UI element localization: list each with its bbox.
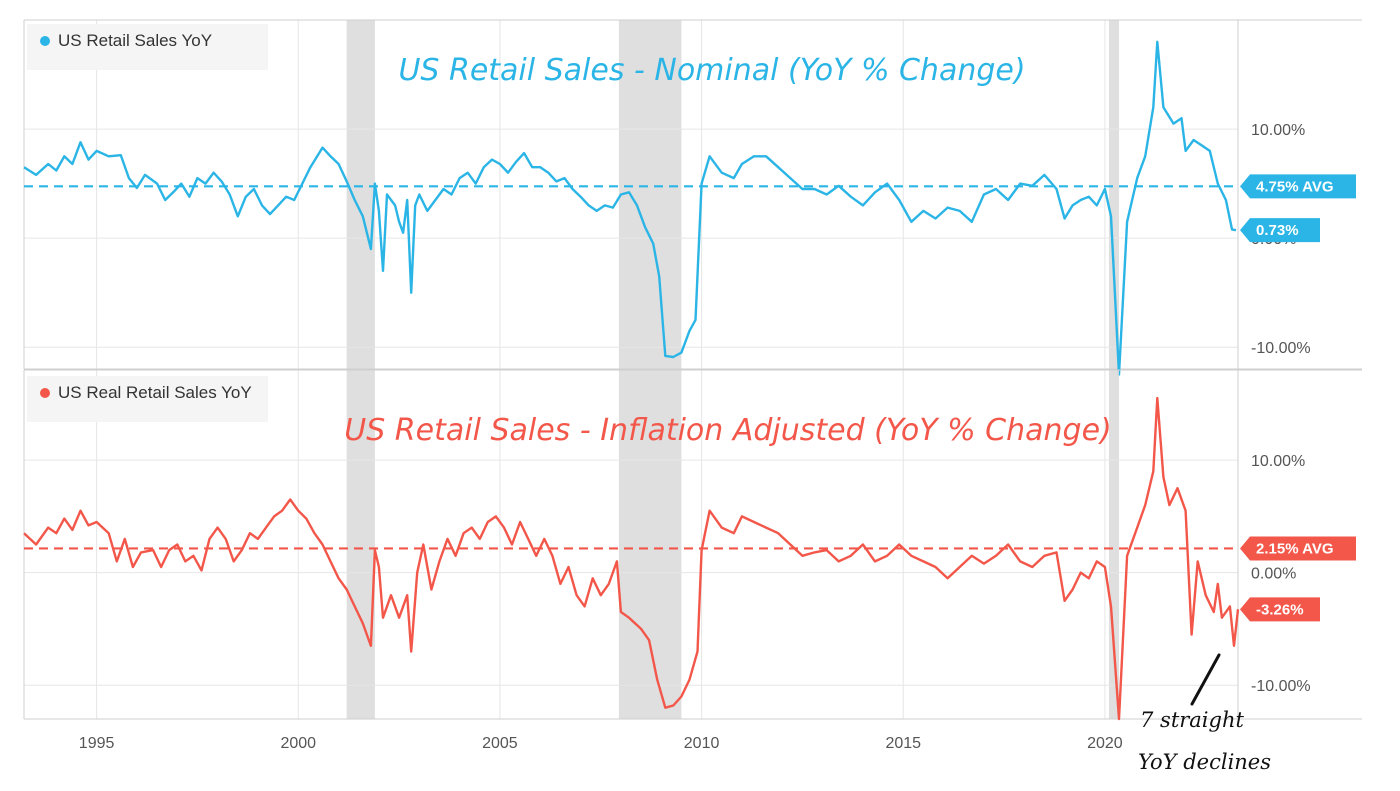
y-tick-label: -10.00% xyxy=(1251,340,1311,357)
x-tick-label: 2000 xyxy=(280,735,316,752)
average-flag-bg xyxy=(1240,536,1356,561)
last-value-flag-text: -3.26% xyxy=(1256,601,1304,618)
average-flag-bg xyxy=(1240,174,1356,199)
last-value-flag: 0.73% xyxy=(1240,218,1320,243)
average-flag-text: 2.15% AVG xyxy=(1256,540,1334,557)
x-tick-label: 2015 xyxy=(885,735,921,752)
legend-marker xyxy=(40,36,50,46)
recession-band xyxy=(1108,20,1120,369)
recession-band xyxy=(1108,370,1120,719)
legend-box xyxy=(27,24,268,70)
average-flag: 4.75% AVG xyxy=(1240,174,1356,199)
chart-panel-1: 10.00% 0.00% -10.00% 2.15% AVG -3.26% US Real… xyxy=(23,369,1362,721)
x-tick-label: 2010 xyxy=(684,735,720,752)
x-tick-label: 2020 xyxy=(1087,735,1123,752)
annotation-line2: YoY declines xyxy=(1138,750,1271,774)
x-tick-label: 1995 xyxy=(79,735,115,752)
legend-marker xyxy=(40,388,50,398)
annotation-line1: 7 straight xyxy=(1140,708,1244,732)
average-flag-text: 4.75% AVG xyxy=(1256,178,1334,195)
y-tick-label: 10.00% xyxy=(1251,453,1305,470)
chart-title: US Retail Sales - Inflation Adjusted (Yo… xyxy=(344,413,1111,448)
average-flag: 2.15% AVG xyxy=(1240,536,1356,561)
recession-band xyxy=(346,370,375,719)
annotation-pointer xyxy=(1190,653,1221,706)
series-line xyxy=(23,40,1237,376)
y-tick-label: -10.00% xyxy=(1251,678,1311,695)
legend-label: US Real Retail Sales YoY xyxy=(58,383,252,402)
last-value-flag-text: 0.73% xyxy=(1256,222,1299,239)
recession-band xyxy=(618,370,682,719)
recession-band xyxy=(346,20,375,369)
series-line xyxy=(23,396,1240,721)
legend-box xyxy=(27,376,268,422)
last-value-flag: -3.26% xyxy=(1240,597,1320,622)
chart-title: US Retail Sales - Nominal (YoY % Change) xyxy=(398,53,1025,88)
x-tick-label: 2005 xyxy=(482,735,518,752)
legend-label: US Retail Sales YoY xyxy=(58,31,212,50)
last-value-flag-bg xyxy=(1240,597,1320,622)
last-value-flag-bg xyxy=(1240,218,1320,243)
y-tick-label: 10.00% xyxy=(1251,122,1305,139)
y-tick-label: 0.00% xyxy=(1251,566,1296,583)
